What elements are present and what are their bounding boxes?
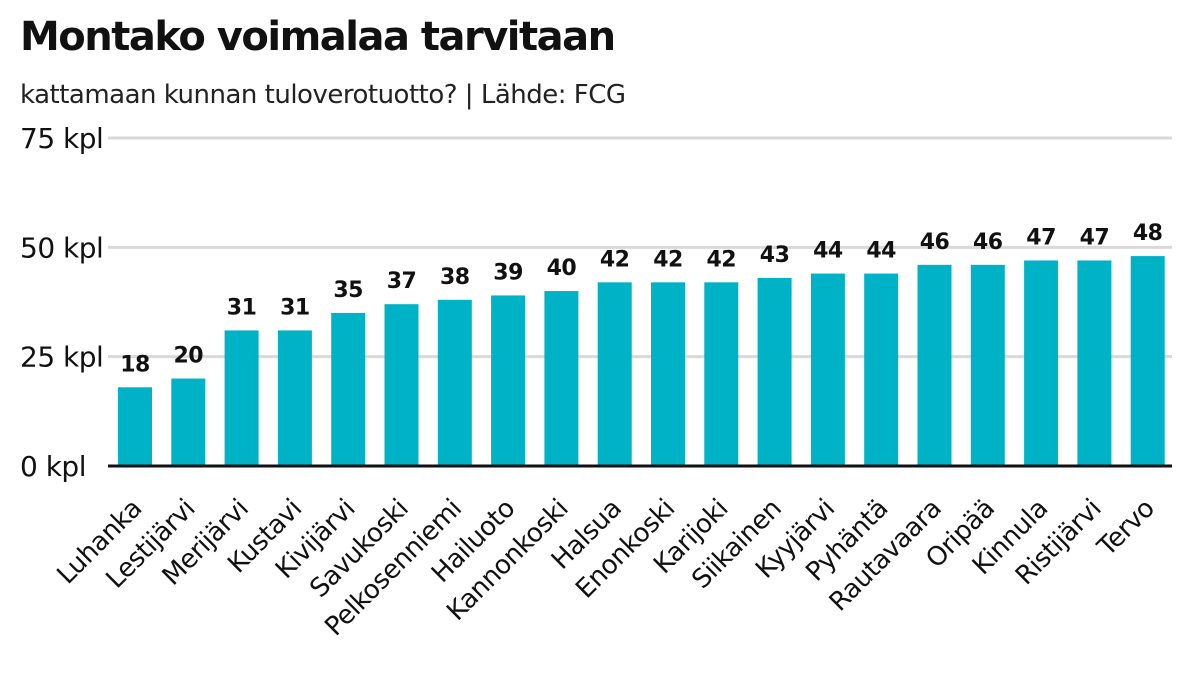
data-label: 42	[653, 247, 683, 272]
data-label: 42	[600, 247, 630, 272]
bar	[970, 264, 1005, 466]
bar	[757, 277, 792, 466]
y-axis-ticks: 0 kpl 25 kpl 50 kpl 75 kpl	[20, 122, 104, 483]
bars	[118, 256, 1165, 466]
data-label: 20	[173, 344, 203, 369]
x-tick-label: Tervo	[1091, 494, 1160, 563]
bar	[171, 378, 206, 466]
bar	[277, 330, 312, 466]
bar	[118, 387, 152, 466]
data-label: 39	[493, 260, 523, 285]
bar	[1024, 260, 1059, 466]
data-label: 47	[1080, 225, 1110, 250]
bar	[1077, 260, 1112, 466]
data-label: 43	[760, 243, 790, 268]
y-tick-label: 50 kpl	[20, 231, 103, 264]
data-labels: 18 20 31 31 35 37 38 39 40 42 42 42 43 44 44 46 46 47 47 48	[120, 221, 1163, 377]
bar	[597, 282, 632, 466]
bar	[917, 264, 952, 466]
data-label: 37	[387, 269, 417, 294]
data-label: 48	[1133, 221, 1163, 246]
data-label: 44	[813, 239, 843, 264]
data-label: 46	[973, 230, 1003, 255]
bar	[224, 330, 259, 466]
chart-subtitle: kattamaan kunnan tuloverotuotto? | Lähde…	[20, 80, 626, 110]
y-tick-label: 75 kpl	[20, 122, 103, 155]
data-label: 42	[706, 247, 736, 272]
bar	[651, 282, 685, 466]
data-label: 47	[1026, 225, 1056, 250]
bar	[491, 295, 526, 466]
data-label: 38	[440, 265, 470, 290]
data-label: 31	[227, 295, 257, 320]
bar	[384, 304, 419, 466]
grid-lines	[108, 136, 1172, 359]
chart-title: Montako voimalaa tarvitaan	[20, 14, 616, 60]
bar	[810, 273, 845, 466]
y-tick-label: 25 kpl	[20, 341, 103, 374]
bar	[704, 282, 739, 466]
data-label: 31	[280, 295, 310, 320]
bar	[864, 273, 899, 466]
bar	[437, 299, 472, 466]
data-label: 46	[920, 230, 950, 255]
y-tick-label: 0 kpl	[20, 450, 86, 483]
data-label: 18	[120, 352, 150, 377]
x-axis-ticks: LuhankaLestijärviMerijärviKustaviKivijär…	[51, 494, 1160, 642]
bar	[331, 312, 366, 466]
data-label: 35	[333, 278, 363, 303]
bar	[1130, 256, 1165, 466]
data-label: 40	[547, 256, 577, 281]
bar	[544, 291, 579, 466]
data-label: 44	[866, 239, 896, 264]
